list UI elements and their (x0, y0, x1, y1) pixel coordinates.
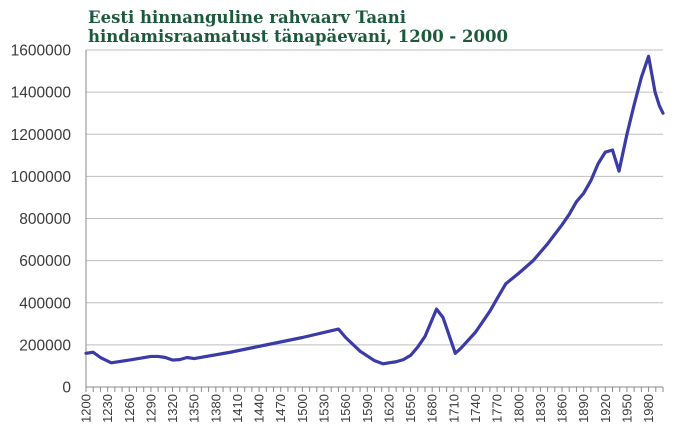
x-tick-label: 1260 (122, 394, 137, 423)
x-tick-label: 1770 (490, 394, 505, 423)
x-tick-label: 1920 (598, 394, 613, 423)
x-tick-label: 1680 (425, 394, 440, 423)
y-tick-labels: 0 200000 400000 600000 800000 1000000 1200000 1… (11, 43, 72, 397)
x-tick-labels: 1200 1230 1260 1290 1320 1350 1380 1410 1440 1470… (79, 394, 657, 423)
y-tick-label: 0 (62, 380, 71, 397)
x-tick-label: 1650 (403, 394, 418, 423)
x-tick-label: 1830 (533, 394, 548, 423)
x-tick-label: 1950 (619, 394, 634, 423)
series-line (84, 54, 665, 366)
x-tick-label: 1860 (555, 394, 570, 423)
x-tick-label: 1200 (79, 394, 94, 423)
x-tick-label: 1380 (208, 394, 223, 423)
y-tick-label: 200000 (19, 337, 71, 354)
x-tick-label: 1740 (468, 394, 483, 423)
x-tick-label: 1890 (576, 394, 591, 423)
x-tick-label: 1800 (511, 394, 526, 423)
gridlines (86, 49, 663, 346)
x-tick-label: 1320 (165, 394, 180, 423)
x-tick-label: 1410 (230, 394, 245, 423)
x-tick-label: 1290 (143, 394, 158, 423)
y-tick-label: 600000 (19, 253, 71, 270)
y-tick-label: 800000 (19, 211, 71, 228)
x-tick-label: 1470 (273, 394, 288, 423)
x-tick-label: 1440 (252, 394, 267, 423)
axes (85, 50, 664, 392)
chart-title-line-2: hindamisraamatust tänapäevani, 1200 - 20… (88, 27, 508, 46)
x-tick-label: 1710 (446, 394, 461, 423)
y-tick-label: 1600000 (11, 43, 72, 60)
x-tick-label: 1980 (641, 394, 656, 423)
x-tick-label: 1350 (187, 394, 202, 423)
y-tick-label: 400000 (19, 295, 71, 312)
x-tick-label: 1590 (360, 394, 375, 423)
x-tick-label: 1530 (317, 394, 332, 423)
y-tick-label: 1000000 (11, 169, 72, 186)
chart-title-line-1: Eesti hinnanguline rahvaarv Taani (88, 8, 406, 27)
x-tick-label: 1500 (295, 394, 310, 423)
series-layer (84, 54, 665, 366)
x-tick-label: 1560 (338, 394, 353, 423)
y-tick-label: 1400000 (11, 85, 72, 102)
x-tick-label: 1620 (381, 394, 396, 423)
x-tick-label: 1230 (100, 394, 115, 423)
y-tick-label: 1200000 (11, 127, 72, 144)
chart-title: Eesti hinnanguline rahvaarv Taani hindam… (88, 8, 508, 46)
